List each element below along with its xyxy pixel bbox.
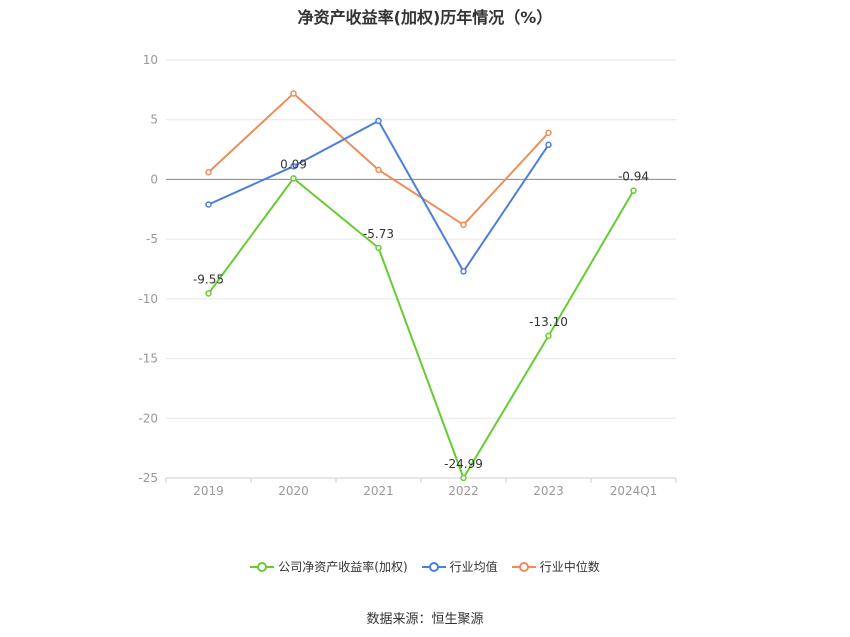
data-point <box>290 175 297 182</box>
data-point <box>545 332 552 340</box>
legend-marker <box>518 561 529 572</box>
data-label: -9.55 <box>193 272 224 286</box>
chart-title: 净资产收益率(加权)历年情况（%） <box>297 8 553 27</box>
legend-label: 行业均值 <box>449 560 498 574</box>
legend-symbol <box>250 561 275 572</box>
x-tick-label: 2022 <box>448 484 479 498</box>
data-point <box>375 166 382 174</box>
data-point <box>460 221 467 229</box>
data-label: -0.94 <box>618 170 649 184</box>
data-point <box>290 163 297 170</box>
x-tick-label: 2020 <box>278 484 309 498</box>
data-point <box>460 268 467 275</box>
y-tick-label: 5 <box>150 113 158 127</box>
y-tick-label: 10 <box>143 53 158 67</box>
data-point <box>290 90 297 97</box>
data-label: -24.99 <box>444 457 483 471</box>
series-line <box>207 177 635 479</box>
legend-marker <box>257 561 268 572</box>
data-point <box>205 201 212 208</box>
legend-symbol <box>511 561 536 572</box>
data-source: 数据来源：恒生聚源 <box>366 612 484 627</box>
y-tick-label: -15 <box>138 352 158 366</box>
data-point <box>375 244 382 252</box>
legend: 公司净资产收益率(加权) 行业均值 行业中位数 <box>0 558 850 575</box>
data-label: -5.73 <box>363 227 394 241</box>
data-point <box>545 141 552 149</box>
data-point <box>630 187 637 194</box>
legend-item[interactable]: 公司净资产收益率(加权) <box>250 558 408 575</box>
legend-label: 公司净资产收益率(加权) <box>278 560 408 574</box>
data-point <box>375 117 382 125</box>
legend-item[interactable]: 行业均值 <box>421 558 498 575</box>
y-tick-label: -5 <box>146 232 158 246</box>
x-tick-label: 2021 <box>363 484 394 498</box>
y-tick-label: -25 <box>138 471 158 485</box>
legend-marker <box>428 561 439 572</box>
legend-symbol <box>421 561 446 572</box>
data-point <box>460 474 467 482</box>
data-point <box>205 290 212 297</box>
y-tick-label: -20 <box>138 411 158 425</box>
data-label: 0.09 <box>280 157 307 171</box>
data-label: -13.10 <box>529 315 568 329</box>
data-point <box>205 169 212 176</box>
x-tick-label: 2024Q1 <box>610 484 658 498</box>
y-tick-label: 0 <box>150 172 158 186</box>
data-point <box>545 129 552 137</box>
legend-label: 行业中位数 <box>539 560 600 574</box>
series-line <box>207 92 550 226</box>
x-tick-label: 2019 <box>193 484 224 498</box>
y-tick-label: -10 <box>138 292 158 306</box>
x-tick-label: 2023 <box>533 484 564 498</box>
legend-item[interactable]: 行业中位数 <box>511 558 600 575</box>
